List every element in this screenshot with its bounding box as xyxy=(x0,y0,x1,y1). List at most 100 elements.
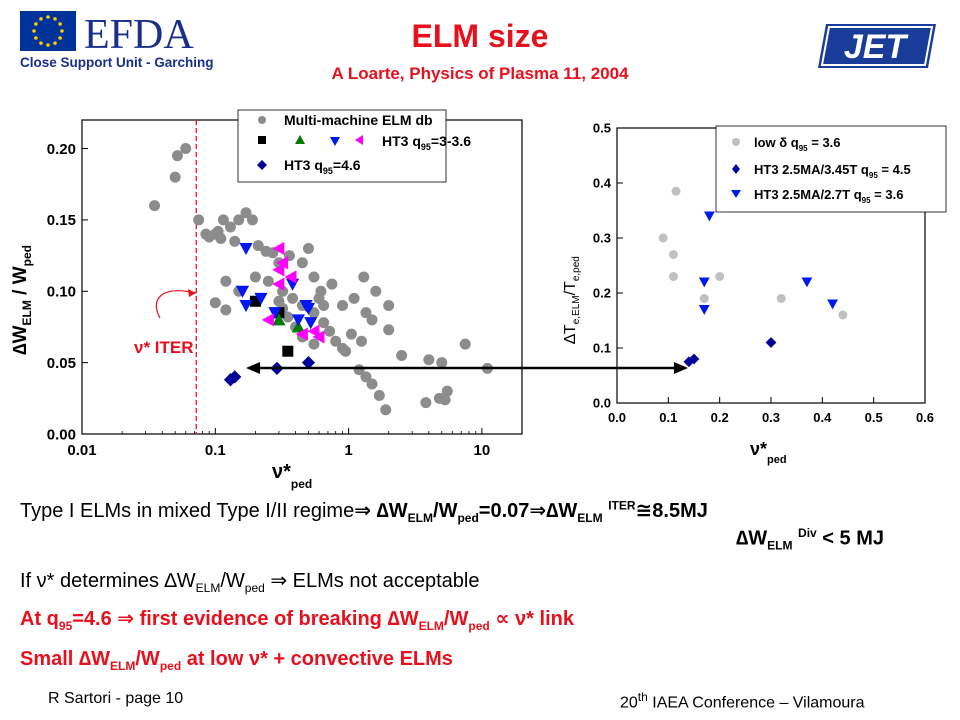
data-point-triangle-down xyxy=(801,277,813,288)
data-point-circle xyxy=(776,294,786,303)
data-point-circle xyxy=(233,214,245,226)
data-point-triangle-down xyxy=(304,317,318,330)
data-point-circle xyxy=(169,171,181,183)
eu-star-icon xyxy=(53,41,57,45)
data-point-circle xyxy=(383,324,395,336)
data-point-circle xyxy=(171,150,183,162)
legend-circle-marker xyxy=(258,116,266,124)
data-point-triangle-left xyxy=(272,241,285,256)
data-point-triangle-left xyxy=(295,327,308,341)
data-point-triangle-left xyxy=(272,263,285,277)
x-tick-label: 0.3 xyxy=(762,410,780,425)
data-point-triangle-down xyxy=(239,300,253,313)
data-point-triangle-down xyxy=(254,292,268,306)
data-point-circle xyxy=(396,350,408,361)
data-point-circle xyxy=(302,242,314,254)
chart1-x-axis: 0.01 0.1 1 10 xyxy=(67,428,523,459)
data-point-circle xyxy=(383,300,395,312)
legend2-triangle-down-marker xyxy=(731,190,741,198)
data-point-circle xyxy=(373,389,385,401)
y-tick-label: 0.10 xyxy=(47,284,76,301)
data-point-circle xyxy=(340,345,352,357)
eu-star-icon xyxy=(39,17,43,21)
data-point-circle xyxy=(318,300,330,312)
legend-triangle-down-marker xyxy=(330,137,340,146)
data-point-circle xyxy=(217,214,229,226)
data-point-circle xyxy=(246,214,258,226)
data-point-circle xyxy=(262,275,274,287)
text-line-5: Small ∆WELM/Wped at low ν* + convective … xyxy=(20,648,453,673)
y-tick-label: 0.4 xyxy=(593,176,612,191)
eu-star-icon xyxy=(60,29,64,33)
data-point-circle xyxy=(668,272,678,281)
y-tick-label: 0.3 xyxy=(593,231,611,246)
chart2-legend-row3: HT3 2.5MA/2.7T q95 = 3.6 xyxy=(754,187,903,205)
data-point-circle xyxy=(318,317,330,329)
chart2-x-label: ν*ped xyxy=(750,439,787,466)
data-point-circle xyxy=(282,311,294,323)
jet-logo: JET xyxy=(818,24,936,68)
data-point-diamond xyxy=(765,337,777,348)
x-tick-label: 1 xyxy=(344,442,352,459)
data-point-circle xyxy=(249,271,261,283)
x-tick-label: 0.1 xyxy=(659,410,677,425)
y-tick-label: 0.5 xyxy=(593,121,611,136)
data-point-square xyxy=(282,345,294,357)
text-line-2: ∆WELM Div < 5 MJ xyxy=(736,526,884,553)
y-tick-label: 0.2 xyxy=(593,286,611,301)
data-point-diamond xyxy=(223,373,238,387)
eu-star-icon xyxy=(46,15,50,19)
data-point-circle xyxy=(180,143,192,155)
text-line-3: If ν* determines ∆WELM/Wped ⇒ ELMs not a… xyxy=(20,570,480,595)
legend-triangle-left-marker xyxy=(355,135,363,145)
iter-annotation: ν* ITER xyxy=(134,338,194,357)
data-point-circle xyxy=(308,271,320,283)
data-point-circle xyxy=(224,221,236,233)
data-point-circle xyxy=(215,232,227,244)
data-point-circle xyxy=(439,394,451,406)
arrow-left-head-icon xyxy=(246,362,260,374)
legend2-diamond-marker xyxy=(732,164,740,174)
data-point-triangle-down xyxy=(698,305,710,315)
data-point-circle xyxy=(441,385,453,397)
data-point-circle xyxy=(308,307,320,319)
chart2-y-axis: 0.0 0.1 0.2 0.3 0.4 0.5 xyxy=(593,121,623,411)
legend-diamond-marker xyxy=(257,160,267,170)
data-point-diamond xyxy=(683,356,695,368)
data-point-triangle-down xyxy=(291,314,305,327)
legend-square-marker xyxy=(258,136,266,144)
data-point-triangle-left xyxy=(312,330,325,344)
data-point-triangle-left xyxy=(272,277,285,291)
y-tick-label: 0.05 xyxy=(47,355,76,372)
data-point-circle xyxy=(356,335,368,347)
footer-right: 20th IAEA Conference – Vilamoura xyxy=(620,690,865,712)
chart2-y-label: ∆Te,ELM/Te,ped xyxy=(562,256,582,344)
data-point-circle xyxy=(436,357,448,369)
data-point-triangle-down xyxy=(698,277,710,288)
data-point-circle xyxy=(345,328,357,340)
y-tick-label: 0.0 xyxy=(593,396,611,411)
x-tick-label: 0.1 xyxy=(205,442,226,459)
data-point-circle xyxy=(671,186,681,196)
efda-logo: EFDA Close Support Unit - Garching xyxy=(20,11,214,70)
eu-star-icon xyxy=(53,17,57,21)
data-point-circle xyxy=(423,354,435,366)
y-tick-label: 0.15 xyxy=(47,212,76,229)
chart2-legend-row1: low δ q95 = 3.6 xyxy=(754,135,841,153)
data-point-circle xyxy=(220,304,232,316)
chart2-points xyxy=(658,186,848,368)
x-tick-label: 0.4 xyxy=(813,410,832,425)
x-tick-label: 0.2 xyxy=(711,410,729,425)
chart1-y-label: ∆WELM / Wped xyxy=(10,245,34,355)
data-point-circle xyxy=(658,233,668,243)
data-point-triangle-left xyxy=(261,313,274,327)
data-point-triangle-down xyxy=(239,242,253,256)
data-point-circle xyxy=(358,271,370,283)
data-point-circle xyxy=(149,200,161,212)
chart2-legend-row2: HT3 2.5MA/3.45T q95 = 4.5 xyxy=(754,162,911,180)
x-tick-label: 0.5 xyxy=(865,410,883,425)
efda-logo-word: EFDA xyxy=(84,12,194,58)
data-point-circle xyxy=(380,404,392,416)
data-point-triangle-down xyxy=(827,299,838,310)
jet-logo-word: JET xyxy=(844,28,910,66)
